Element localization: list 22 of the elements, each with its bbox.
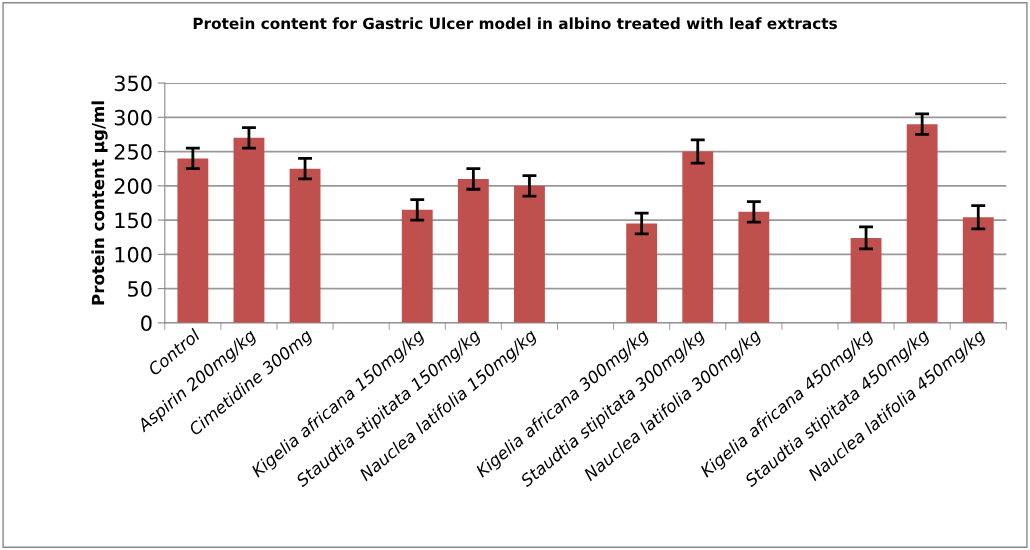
chart-title: Protein content for Gastric Ulcer model in albino treated with leaf extracts	[193, 17, 837, 30]
y-tick-label: 0	[141, 315, 152, 332]
bar	[457, 178, 489, 323]
bar	[177, 158, 209, 323]
bar	[962, 217, 994, 323]
y-tick-label: 250	[114, 144, 152, 160]
y-tick-label: 300	[114, 109, 152, 126]
y-tick-label: 200	[114, 178, 152, 195]
y-axis-title: Protein content µg/ml	[91, 101, 108, 305]
y-tick-label: 50	[128, 281, 152, 297]
bar	[682, 151, 714, 323]
y-tick-label: 350	[114, 75, 152, 92]
bar	[233, 137, 265, 323]
bar	[626, 223, 658, 323]
bar	[850, 237, 882, 323]
bar	[738, 211, 770, 323]
bar	[289, 168, 321, 323]
y-tick-label: 150	[115, 212, 152, 229]
bar	[514, 185, 545, 323]
bar	[906, 124, 938, 323]
y-tick-label: 100	[115, 246, 152, 263]
bar	[401, 209, 433, 323]
